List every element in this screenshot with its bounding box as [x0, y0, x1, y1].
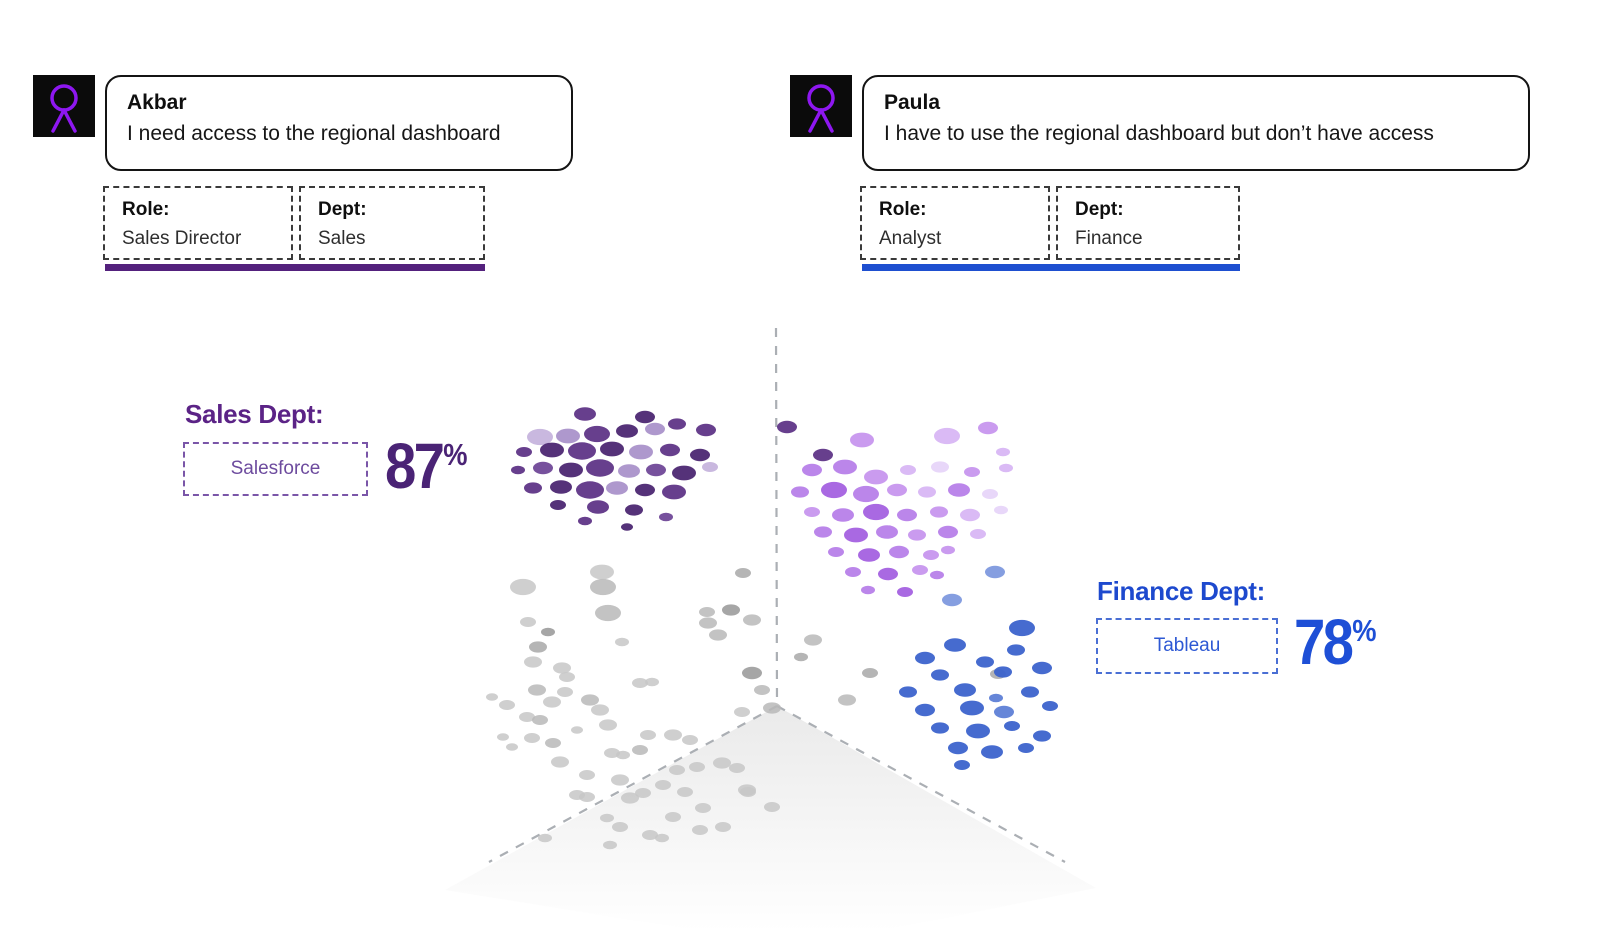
sales-tool-box: Salesforce [183, 442, 368, 496]
role-label: Role: [122, 199, 170, 220]
dept-label: Dept: [1075, 199, 1124, 220]
sales-percent-sign: % [443, 437, 468, 472]
finance-percent: 78 % [1294, 606, 1377, 678]
sales-tool-label: Salesforce [230, 458, 321, 479]
persona-name: Akbar [127, 91, 187, 114]
finance-dept-title: Finance Dept: [1097, 576, 1266, 606]
role-value: Analyst [879, 228, 942, 249]
accent-underline [105, 264, 485, 271]
dept-box: Dept: Sales [299, 186, 485, 260]
finance-percent-number: 78 [1294, 606, 1354, 678]
role-label: Role: [879, 199, 927, 220]
avatar [33, 75, 95, 137]
role-box: Role: Sales Director [103, 186, 293, 260]
sales-dept-title: Sales Dept: [185, 399, 324, 429]
persona-name: Paula [884, 91, 941, 114]
person-icon [807, 84, 835, 133]
finance-percent-sign: % [1352, 613, 1377, 648]
finance-tool-label: Tableau [1153, 635, 1221, 656]
accent-underline [862, 264, 1240, 271]
speech-bubble: Akbar I need access to the regional dash… [105, 75, 573, 171]
person-icon [50, 84, 78, 133]
role-value: Sales Director [122, 228, 242, 249]
avatar [790, 75, 852, 137]
sales-percent: 87 % [385, 430, 468, 502]
dept-value: Finance [1075, 228, 1143, 249]
role-box: Role: Analyst [860, 186, 1050, 260]
dept-value: Sales [318, 228, 366, 249]
persona-message: I need access to the regional dashboard [127, 122, 501, 145]
dept-label: Dept: [318, 199, 367, 220]
sales-percent-number: 87 [385, 430, 445, 502]
finance-tool-box: Tableau [1096, 618, 1278, 674]
dept-box: Dept: Finance [1056, 186, 1240, 260]
persona-message: I have to use the regional dashboard but… [884, 122, 1434, 145]
speech-bubble: Paula I have to use the regional dashboa… [862, 75, 1530, 171]
